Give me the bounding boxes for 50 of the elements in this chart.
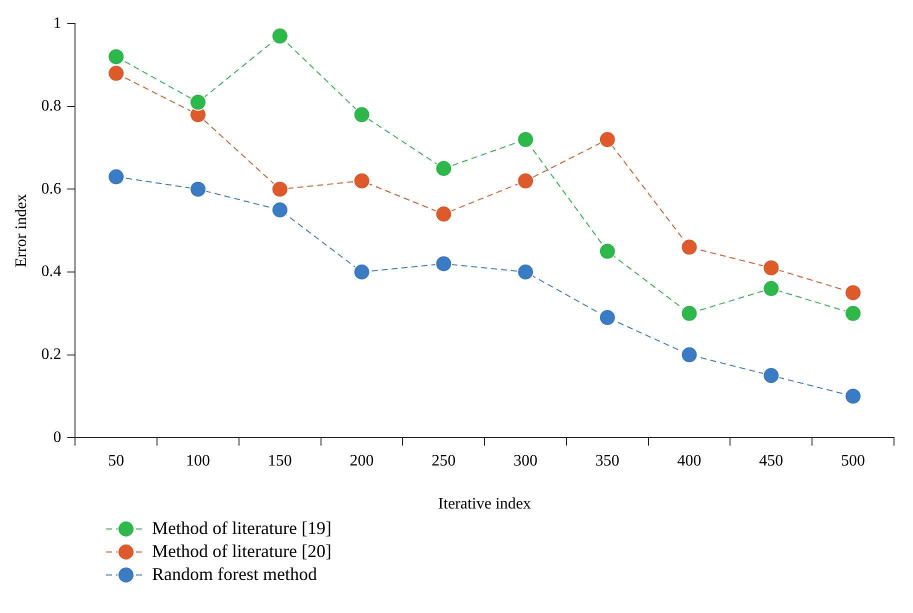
x-tick-label: 100	[186, 452, 210, 470]
point	[108, 48, 125, 66]
point	[680, 304, 698, 322]
point	[680, 238, 698, 256]
point	[844, 388, 862, 405]
y-tick-label: 0.2	[41, 346, 62, 364]
x-tick-label: 150	[268, 452, 292, 470]
x-tick-label: 200	[350, 452, 374, 470]
point	[271, 201, 288, 218]
point	[271, 28, 288, 45]
y-tick-label: 0.6	[41, 180, 62, 198]
x-tick-label: 300	[514, 452, 538, 470]
x-tick-label: 50	[108, 452, 124, 470]
legend-label: Method of literature [20]	[152, 541, 332, 562]
point	[271, 180, 288, 198]
point	[353, 264, 370, 280]
point	[190, 180, 207, 198]
x-tick-label: 400	[677, 452, 702, 470]
point	[680, 346, 698, 364]
point	[190, 94, 207, 111]
point	[517, 172, 534, 190]
point	[108, 64, 125, 82]
x-tick-label: 450	[759, 452, 784, 470]
point	[517, 131, 534, 148]
legend-label: Method of literature [19]	[152, 518, 332, 539]
point	[517, 264, 534, 280]
x-tick-label: 250	[432, 452, 456, 470]
point	[353, 106, 370, 124]
point	[762, 259, 780, 276]
y-tick-label: 0	[53, 428, 62, 446]
y-tick-label: 0.8	[41, 98, 62, 115]
x-tick-label: 350	[595, 452, 620, 470]
point	[598, 242, 616, 260]
point	[435, 255, 452, 272]
legend-label: Random forest method	[152, 564, 317, 585]
point	[435, 160, 452, 177]
point	[844, 304, 862, 322]
point	[353, 172, 370, 190]
point	[762, 367, 780, 384]
y-axis-title: Error index	[12, 194, 30, 268]
point	[598, 309, 616, 326]
y-tick-label: 1	[53, 14, 62, 32]
y-tick-label: 0.4	[41, 263, 62, 280]
x-axis-title: Iterative index	[438, 496, 532, 513]
point	[435, 206, 452, 223]
point	[108, 168, 125, 186]
point	[598, 131, 616, 148]
x-tick-label: 500	[841, 452, 866, 470]
point	[844, 284, 862, 302]
point	[762, 280, 780, 298]
